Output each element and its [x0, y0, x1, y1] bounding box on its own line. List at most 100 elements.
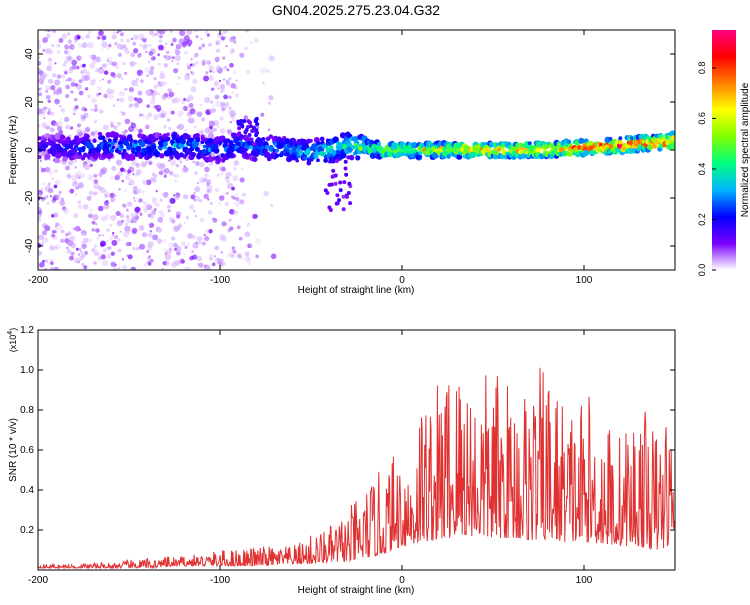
- heatmap-cell: [210, 87, 215, 91]
- heatmap-cell: [148, 223, 154, 229]
- heatmap-cell: [46, 202, 50, 205]
- heatmap-cell: [105, 136, 109, 141]
- heatmap-cell: [157, 92, 160, 96]
- heatmap-cell: [60, 108, 66, 113]
- heatmap-cell: [66, 46, 70, 49]
- heatmap-cell: [54, 99, 59, 103]
- heatmap-cell: [527, 141, 532, 146]
- heatmap-cell: [250, 128, 255, 133]
- heatmap-cell: [81, 42, 88, 48]
- heatmap-cell: [54, 246, 58, 250]
- heatmap-cell: [236, 131, 241, 136]
- heatmap-cell: [114, 174, 120, 181]
- heatmap-cell: [53, 184, 58, 189]
- heatmap-cell: [54, 62, 57, 65]
- heatmap-cell: [135, 78, 139, 82]
- heatmap-cell: [165, 136, 171, 142]
- heatmap-cell: [109, 223, 113, 227]
- heatmap-cell: [185, 215, 189, 219]
- heatmap-cell: [91, 248, 95, 253]
- heatmap-cell: [156, 162, 162, 168]
- heatmap-cell: [128, 87, 135, 93]
- heatmap-cell: [171, 56, 175, 60]
- heatmap-cell: [54, 79, 61, 86]
- heatmap-cell: [267, 101, 271, 105]
- heatmap-cell: [188, 95, 194, 101]
- heatmap-cell: [544, 144, 550, 150]
- heatmap-cell: [184, 266, 191, 270]
- heatmap-cell: [164, 252, 168, 256]
- heatmap-cell: [80, 252, 86, 258]
- heatmap-cell: [72, 112, 76, 116]
- heatmap-cell: [334, 159, 339, 164]
- heatmap-cell: [122, 264, 128, 270]
- heatmap-cell: [268, 55, 275, 62]
- heatmap-cell: [66, 174, 71, 179]
- heatmap-cell: [204, 96, 211, 103]
- heatmap-cell: [51, 73, 57, 78]
- heatmap-cell: [235, 79, 238, 82]
- heatmap-cell: [132, 246, 136, 251]
- heatmap-cell: [194, 146, 200, 152]
- heatmap-cell: [184, 129, 187, 132]
- heatmap-cell: [208, 42, 212, 47]
- heatmap-cell: [217, 201, 222, 206]
- heatmap-cell: [97, 36, 101, 40]
- heatmap-cell: [198, 199, 203, 203]
- heatmap-cell: [123, 71, 128, 75]
- heatmap-cell: [129, 61, 136, 67]
- heatmap-cell: [55, 227, 58, 231]
- heatmap-cell: [185, 63, 190, 67]
- heatmap-cell: [193, 191, 196, 195]
- heatmap-cell: [247, 132, 252, 137]
- heatmap-cell: [255, 254, 260, 259]
- heatmap-cell: [87, 30, 92, 35]
- heatmap-cell: [316, 158, 320, 163]
- heatmap-cell: [128, 104, 132, 109]
- heatmap-cell: [169, 197, 176, 204]
- heatmap-cell: [46, 33, 51, 39]
- heatmap-cell: [54, 122, 59, 127]
- heatmap-cell: [78, 256, 84, 262]
- heatmap-cell: [146, 104, 150, 108]
- heatmap-cell: [81, 243, 87, 249]
- heatmap-cell: [44, 30, 49, 33]
- heatmap-cell: [192, 160, 195, 163]
- heatmap-cell: [38, 211, 42, 215]
- heatmap-cell: [130, 212, 136, 218]
- heatmap-cell: [61, 206, 67, 211]
- heatmap-cell: [199, 161, 205, 168]
- heatmap-cell: [106, 56, 113, 64]
- heatmap-x-ticks: -200 -100 0 100: [28, 30, 593, 286]
- heatmap-cell: [44, 166, 51, 173]
- heatmap-cell: [348, 201, 353, 206]
- heatmap-cell: [144, 67, 151, 74]
- heatmap-cell: [64, 239, 70, 244]
- heatmap-cell: [90, 109, 93, 112]
- heatmap-cell: [189, 204, 195, 210]
- heatmap-cell: [158, 39, 163, 43]
- heatmap-cell: [132, 41, 137, 46]
- heatmap-cell: [98, 253, 101, 256]
- heatmap-cell: [173, 260, 179, 266]
- heatmap-cell: [151, 197, 157, 203]
- heatmap-cell: [111, 88, 115, 92]
- heatmap-cell: [206, 184, 213, 191]
- heatmap-cell: [111, 165, 117, 172]
- heatmap-cell: [150, 99, 156, 105]
- heatmap-cell: [220, 235, 227, 242]
- heatmap-cell: [175, 43, 182, 50]
- heatmap-cell: [127, 201, 133, 207]
- heatmap-cell: [164, 253, 172, 261]
- heatmap-cell: [67, 231, 72, 236]
- heatmap-cell: [228, 95, 232, 99]
- heatmap-cell: [78, 248, 82, 251]
- heatmap-cell: [189, 63, 193, 67]
- heatmap-cell: [203, 75, 210, 82]
- heatmap-cell: [170, 110, 175, 115]
- heatmap-cell: [196, 256, 202, 262]
- heatmap-cell: [331, 168, 336, 173]
- heatmap-cell: [107, 93, 114, 100]
- heatmap-cell: [215, 100, 222, 108]
- heatmap-cell: [117, 248, 122, 253]
